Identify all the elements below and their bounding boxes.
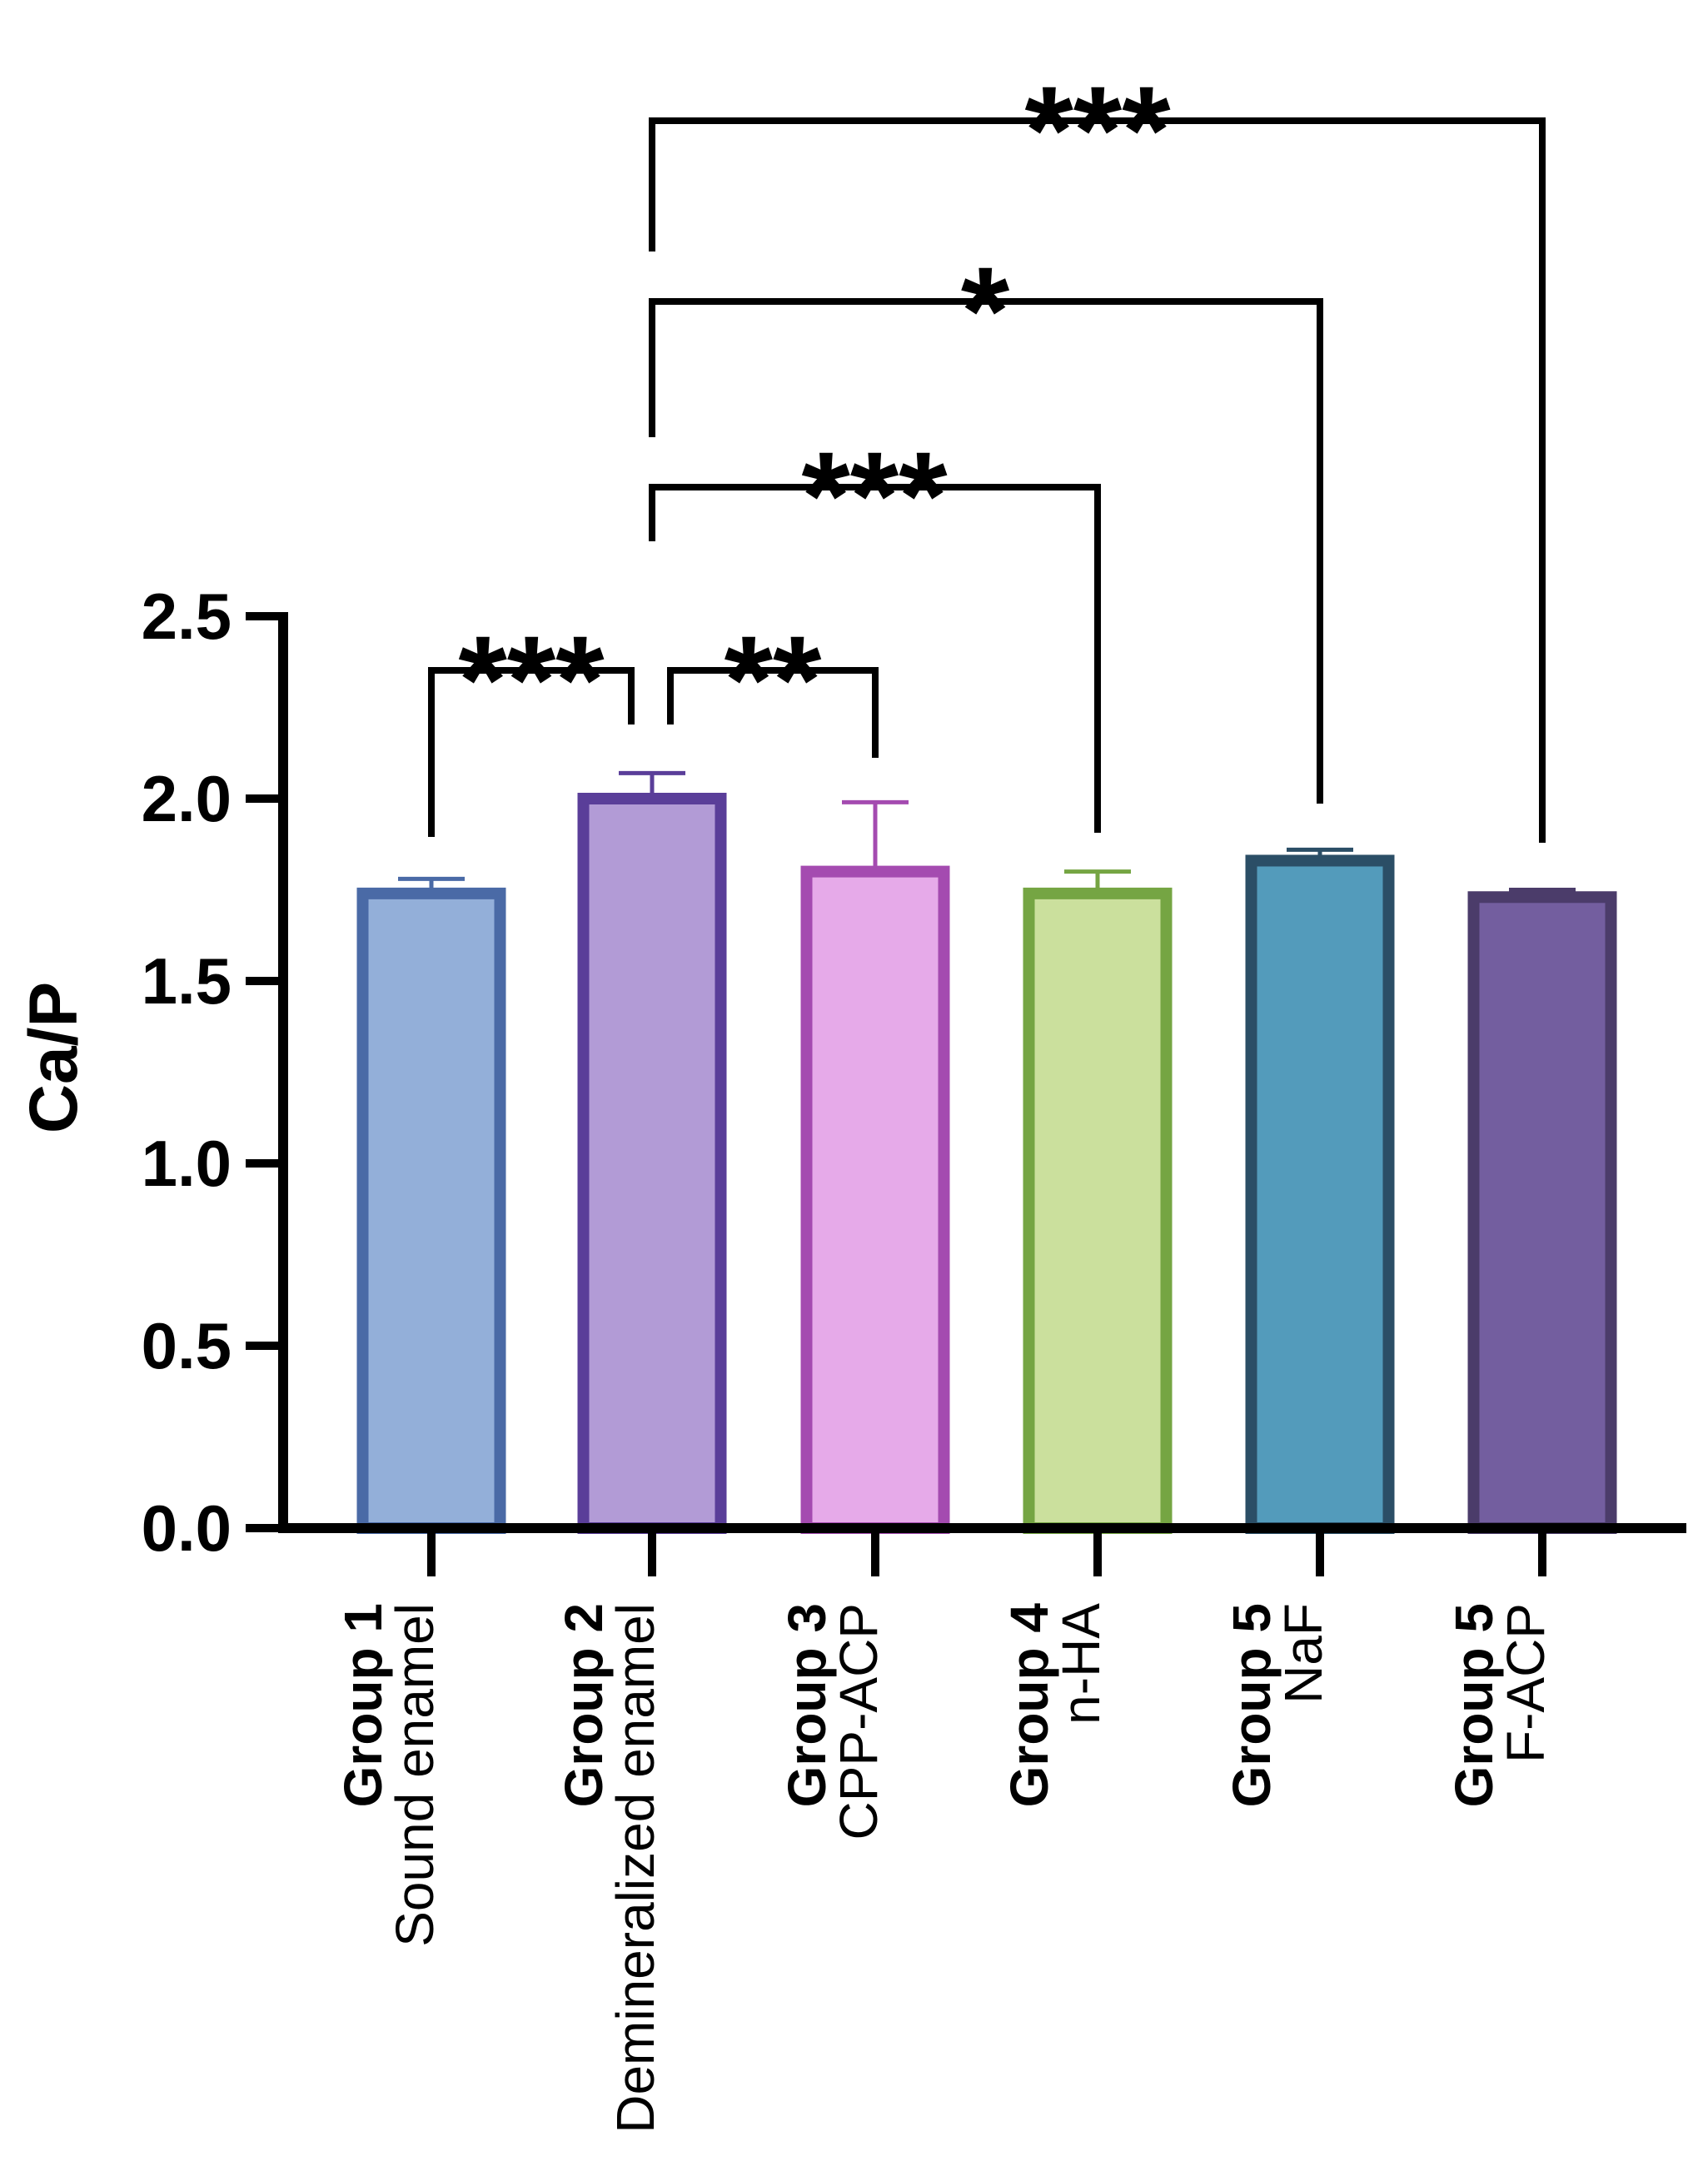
bar [1023, 887, 1173, 1534]
bar [800, 865, 950, 1534]
significance-bracket [667, 667, 879, 758]
significance-label: * [961, 241, 1010, 381]
category-name-label: NaF [1273, 1603, 1333, 1704]
bar [356, 887, 506, 1534]
category-group-label: Group 5 [1444, 1603, 1504, 1807]
significance-layer: *** ********* [428, 60, 1546, 843]
y-tick-label: 0.5 [142, 1309, 232, 1382]
significance-label: ** [725, 610, 822, 749]
bar [577, 793, 727, 1534]
category-name-label: F-ACP [1496, 1603, 1556, 1763]
y-tick-label: 0.0 [142, 1491, 232, 1565]
category-group-label: Group 1 [333, 1603, 393, 1807]
category-group-label: Group 2 [554, 1603, 614, 1807]
y-tick-label: 2.0 [142, 762, 232, 835]
bar [1245, 854, 1395, 1534]
significance-bracket [428, 667, 635, 837]
category-group-label: Group 3 [777, 1603, 837, 1807]
significance-bracket [649, 117, 1546, 843]
y-axis-label: Ca/P [16, 982, 92, 1133]
bar [1467, 891, 1617, 1534]
category-group-label: Group 5 [1222, 1603, 1282, 1807]
category-name-label: Demineralized enamel [605, 1603, 665, 2134]
category-name-label: CPP-ACP [829, 1603, 889, 1840]
y-tick-label: 1.5 [142, 944, 232, 1018]
category-name-label: n-HA [1051, 1603, 1111, 1725]
significance-bracket [649, 298, 1323, 804]
bars-layer [356, 770, 1617, 1534]
category-group-label: Group 4 [999, 1603, 1059, 1808]
significance-bracket [649, 484, 1101, 833]
significance-label: *** [458, 610, 605, 749]
significance-label: *** [1024, 60, 1171, 200]
category-name-label: Sound enamel [385, 1603, 445, 1947]
y-tick-label: 2.5 [142, 580, 232, 653]
significance-label: *** [801, 426, 948, 565]
axes-layer: 0.0 0.5 1.0 1.5 2.0 2.5 [142, 580, 1686, 1576]
y-tick-label: 1.0 [142, 1127, 232, 1200]
